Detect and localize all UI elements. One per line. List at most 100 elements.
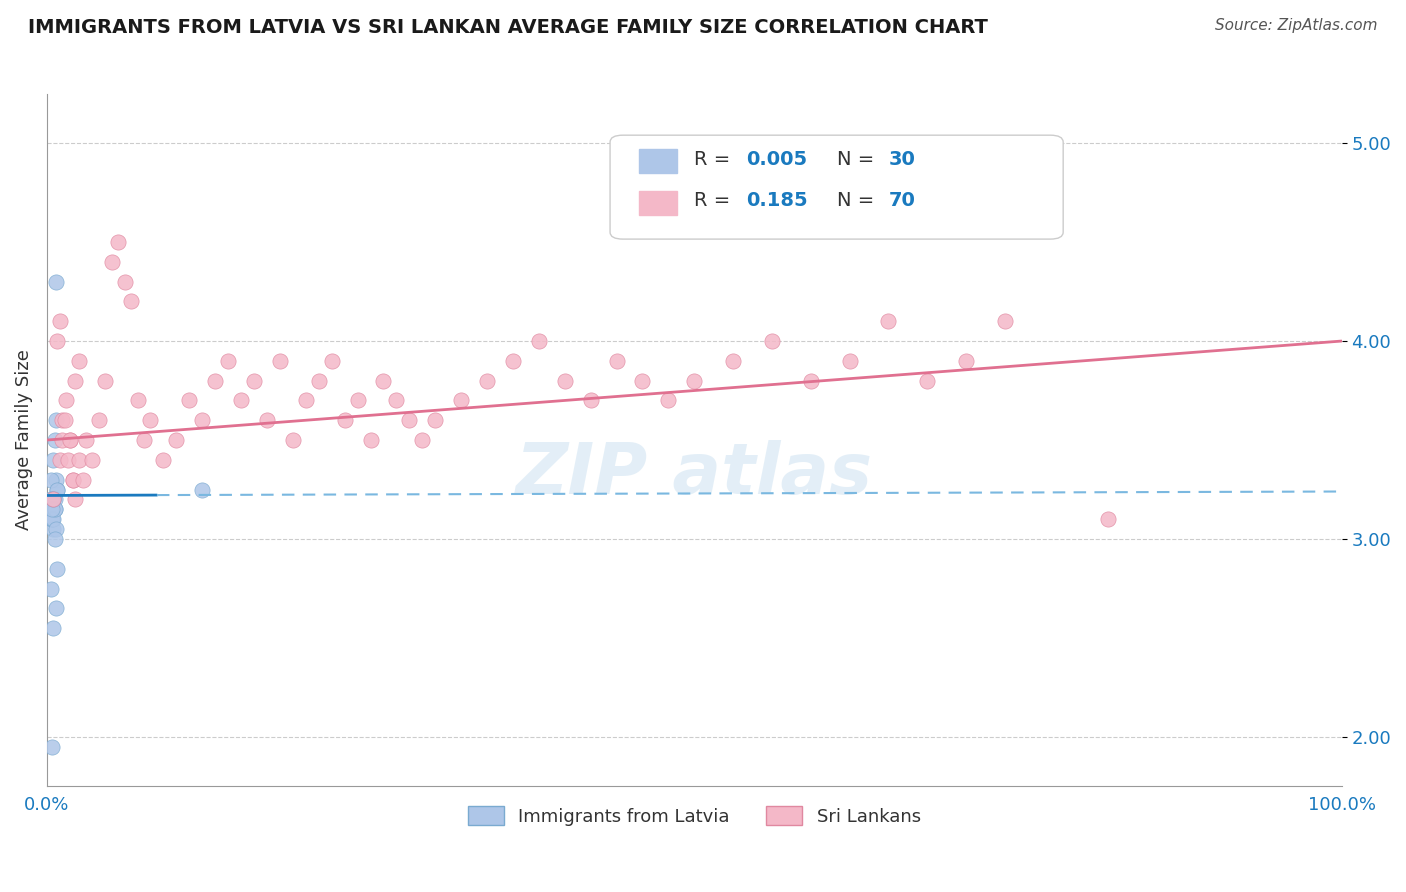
Point: [191, 413, 214, 427]
Point: [475, 374, 498, 388]
Point: [46, 334, 69, 348]
Point: [346, 393, 368, 408]
Point: [42, 492, 65, 507]
Point: [132, 433, 155, 447]
Point: [59, 433, 82, 447]
Point: [385, 393, 408, 408]
Point: [877, 314, 900, 328]
Point: [72, 473, 94, 487]
Point: [838, 354, 860, 368]
Point: [955, 354, 977, 368]
Point: [45, 473, 67, 487]
Point: [411, 433, 433, 447]
Point: [39, 492, 62, 507]
Point: [281, 433, 304, 447]
Point: [229, 393, 252, 408]
Point: [62, 473, 84, 487]
Point: [42, 453, 65, 467]
Point: [179, 393, 201, 408]
Point: [42, 621, 65, 635]
Point: [800, 374, 823, 388]
Point: [41, 512, 63, 526]
Point: [55, 393, 77, 408]
Point: [994, 314, 1017, 328]
Text: 70: 70: [889, 192, 915, 211]
Point: [333, 413, 356, 427]
Point: [107, 235, 129, 249]
Point: [204, 374, 226, 388]
Point: [94, 374, 117, 388]
Point: [425, 413, 447, 427]
Text: N =: N =: [837, 192, 880, 211]
Point: [554, 374, 576, 388]
Point: [41, 502, 63, 516]
Point: [59, 433, 82, 447]
Point: [502, 354, 524, 368]
Point: [42, 492, 65, 507]
Point: [62, 473, 84, 487]
Point: [450, 393, 472, 408]
Y-axis label: Average Family Size: Average Family Size: [15, 350, 32, 531]
Point: [49, 453, 72, 467]
Point: [51, 433, 73, 447]
Point: [321, 354, 343, 368]
Point: [243, 374, 266, 388]
Point: [46, 483, 69, 497]
Point: [1097, 512, 1119, 526]
Point: [295, 393, 318, 408]
Point: [46, 562, 69, 576]
Text: Source: ZipAtlas.com: Source: ZipAtlas.com: [1215, 18, 1378, 33]
Point: [44, 502, 66, 516]
Point: [657, 393, 679, 408]
Point: [41, 512, 63, 526]
Point: [65, 374, 87, 388]
Point: [42, 522, 65, 536]
Point: [605, 354, 627, 368]
Point: [139, 413, 162, 427]
Point: [75, 433, 97, 447]
Point: [44, 433, 66, 447]
Point: [42, 492, 65, 507]
Text: ZIP atlas: ZIP atlas: [516, 440, 873, 509]
Point: [398, 413, 420, 427]
Point: [65, 492, 87, 507]
Text: N =: N =: [837, 150, 880, 169]
Point: [373, 374, 395, 388]
Point: [579, 393, 602, 408]
Point: [761, 334, 783, 348]
Point: [44, 502, 66, 516]
Point: [721, 354, 744, 368]
Text: R =: R =: [695, 192, 737, 211]
Text: 0.005: 0.005: [747, 150, 807, 169]
Point: [87, 413, 110, 427]
Text: 30: 30: [889, 150, 915, 169]
FancyBboxPatch shape: [610, 136, 1063, 239]
Point: [191, 483, 214, 497]
Point: [127, 393, 149, 408]
Point: [41, 512, 63, 526]
Text: IMMIGRANTS FROM LATVIA VS SRI LANKAN AVERAGE FAMILY SIZE CORRELATION CHART: IMMIGRANTS FROM LATVIA VS SRI LANKAN AVE…: [28, 18, 988, 37]
Point: [44, 492, 66, 507]
Point: [39, 473, 62, 487]
Bar: [638, 149, 678, 173]
Point: [82, 453, 104, 467]
Point: [915, 374, 938, 388]
Point: [41, 739, 63, 754]
Point: [51, 413, 73, 427]
Point: [269, 354, 291, 368]
Point: [308, 374, 330, 388]
Point: [46, 483, 69, 497]
Point: [527, 334, 550, 348]
Point: [217, 354, 239, 368]
Text: R =: R =: [695, 150, 737, 169]
Point: [683, 374, 706, 388]
Point: [45, 601, 67, 615]
Point: [360, 433, 382, 447]
Point: [152, 453, 174, 467]
Point: [39, 582, 62, 596]
Point: [67, 453, 90, 467]
Point: [256, 413, 278, 427]
Point: [165, 433, 187, 447]
Point: [100, 255, 122, 269]
Bar: [638, 191, 678, 215]
